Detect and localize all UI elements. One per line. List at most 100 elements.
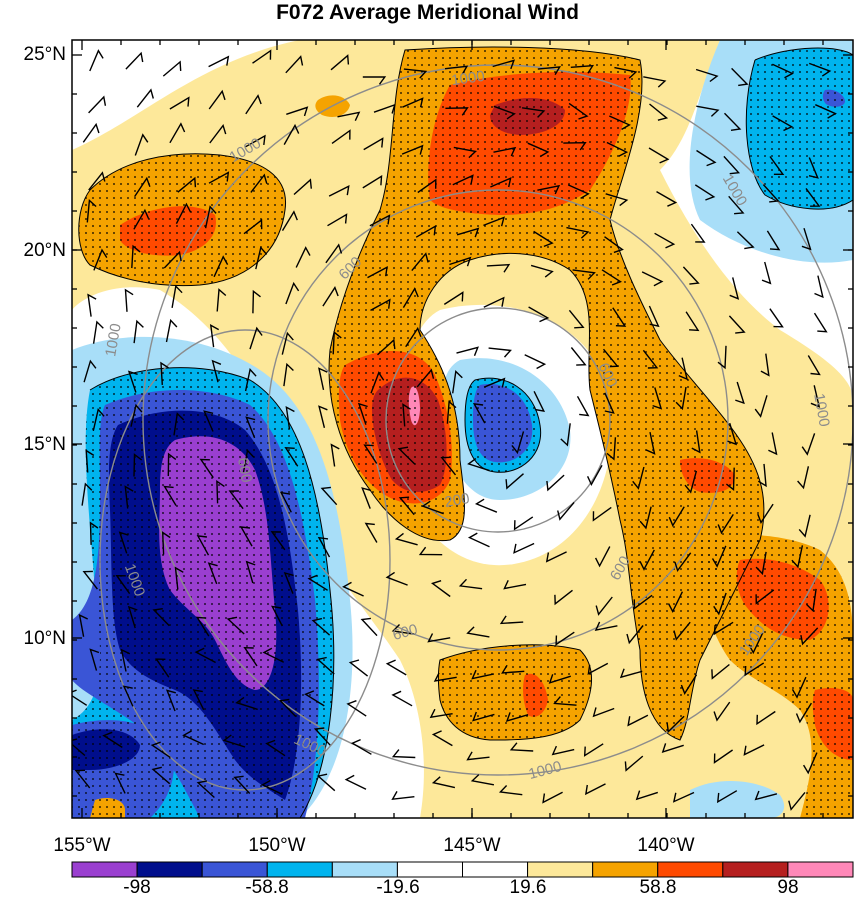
- wind-barb: [766, 230, 781, 251]
- wind-barb: [648, 305, 660, 328]
- wind-barb: [654, 232, 676, 249]
- wind-barb: [152, 608, 170, 627]
- lat-label-15n: 15°N: [23, 434, 66, 455]
- lon-label-145w: 145°W: [443, 835, 501, 856]
- wind-barb: [568, 309, 585, 329]
- wind-barb: [285, 406, 295, 430]
- wind-barb: [122, 685, 134, 707]
- wind-barb: [320, 486, 338, 506]
- wind-barb: [362, 76, 387, 85]
- wind-barb: [791, 676, 807, 699]
- wind-barb: [283, 362, 294, 387]
- wind-barb: [673, 621, 691, 641]
- wind-barb: [304, 690, 325, 707]
- wind-barb: [195, 616, 210, 637]
- wind-barb: [570, 64, 595, 74]
- wind-barb: [800, 627, 819, 646]
- colorbar-swatch: [462, 861, 529, 878]
- wind-barb: [760, 353, 770, 377]
- wind-barb: [769, 308, 784, 328]
- wind-barb: [260, 779, 283, 796]
- wind-barb: [609, 115, 631, 131]
- wind-barb: [162, 60, 182, 77]
- wind-barb: [307, 574, 328, 591]
- wind-barb: [165, 689, 176, 712]
- wind-barb: [511, 431, 525, 455]
- wind-barb: [311, 617, 331, 636]
- wind-barb: [807, 355, 821, 376]
- wind-barb: [672, 791, 695, 803]
- wind-barb: [649, 103, 669, 121]
- wind-barb: [364, 522, 378, 543]
- wind-barb: [127, 370, 138, 393]
- wind-barb: [133, 453, 143, 477]
- wind-barb: [86, 199, 97, 223]
- wind-barb: [546, 474, 565, 492]
- wind-barb: [483, 296, 505, 308]
- wind-barb: [83, 359, 97, 383]
- wind-barb: [757, 463, 767, 488]
- wind-barb: [452, 174, 474, 186]
- wind-barb: [222, 734, 246, 748]
- wind-barb: [72, 738, 86, 757]
- wind-barb: [614, 66, 638, 79]
- wind-barb: [89, 49, 104, 72]
- wind-barb: [208, 89, 226, 110]
- wind-barb: [711, 663, 730, 680]
- wind-barb: [632, 466, 645, 490]
- wind-barb: [391, 749, 416, 759]
- wind-barb: [163, 250, 182, 269]
- wind-barb: [124, 485, 134, 509]
- wind-barb: [330, 54, 350, 71]
- wind-barb: [501, 664, 525, 674]
- wind-barb: [171, 284, 183, 309]
- wind-barb: [635, 790, 659, 801]
- wind-barb: [235, 696, 258, 711]
- wind-barb: [239, 526, 253, 547]
- wind-barb: [134, 133, 149, 156]
- colorbar-label: 19.6: [509, 877, 547, 898]
- contour-label: 1000: [102, 322, 125, 358]
- wind-barb: [344, 774, 367, 790]
- wind-barb: [513, 516, 534, 531]
- lat-label-25n: 25°N: [23, 44, 66, 65]
- wind-barb: [798, 514, 811, 538]
- wind-barb: [490, 177, 512, 188]
- wind-barb: [89, 521, 99, 545]
- wind-barb: [472, 403, 486, 424]
- wind-barb: [342, 581, 364, 597]
- wind-barb: [528, 306, 550, 323]
- wind-barb: [367, 266, 388, 279]
- wind-barb: [551, 745, 575, 756]
- wind-barb: [332, 330, 342, 355]
- wind-barb: [584, 783, 606, 796]
- wind-barb: [252, 289, 261, 314]
- wind-barb: [204, 205, 217, 229]
- wind-barb: [363, 444, 378, 464]
- wind-barb: [155, 658, 170, 678]
- colorbar-swatch: [201, 861, 268, 878]
- wind-barb: [772, 63, 794, 79]
- wind-barb: [136, 88, 154, 108]
- wind-barb: [295, 246, 311, 268]
- wind-barb: [92, 320, 104, 344]
- wind-barb: [641, 271, 664, 287]
- wind-barb: [433, 672, 457, 682]
- wind-barb: [182, 730, 204, 746]
- wind-barb: [337, 111, 361, 121]
- wind-barb: [728, 315, 746, 334]
- wind-barb: [735, 381, 745, 405]
- wind-barb: [88, 171, 106, 191]
- wind-barb: [216, 288, 227, 312]
- wind-barb: [370, 371, 385, 394]
- wind-barb: [754, 395, 768, 418]
- wind-barb: [293, 178, 312, 196]
- wind-barb: [694, 184, 716, 201]
- wind-barb: [318, 405, 328, 428]
- wind-barb: [328, 184, 350, 197]
- wind-barb: [467, 458, 490, 472]
- wind-barb: [680, 674, 698, 695]
- wind-barb: [93, 248, 108, 271]
- wind-barb: [521, 107, 546, 118]
